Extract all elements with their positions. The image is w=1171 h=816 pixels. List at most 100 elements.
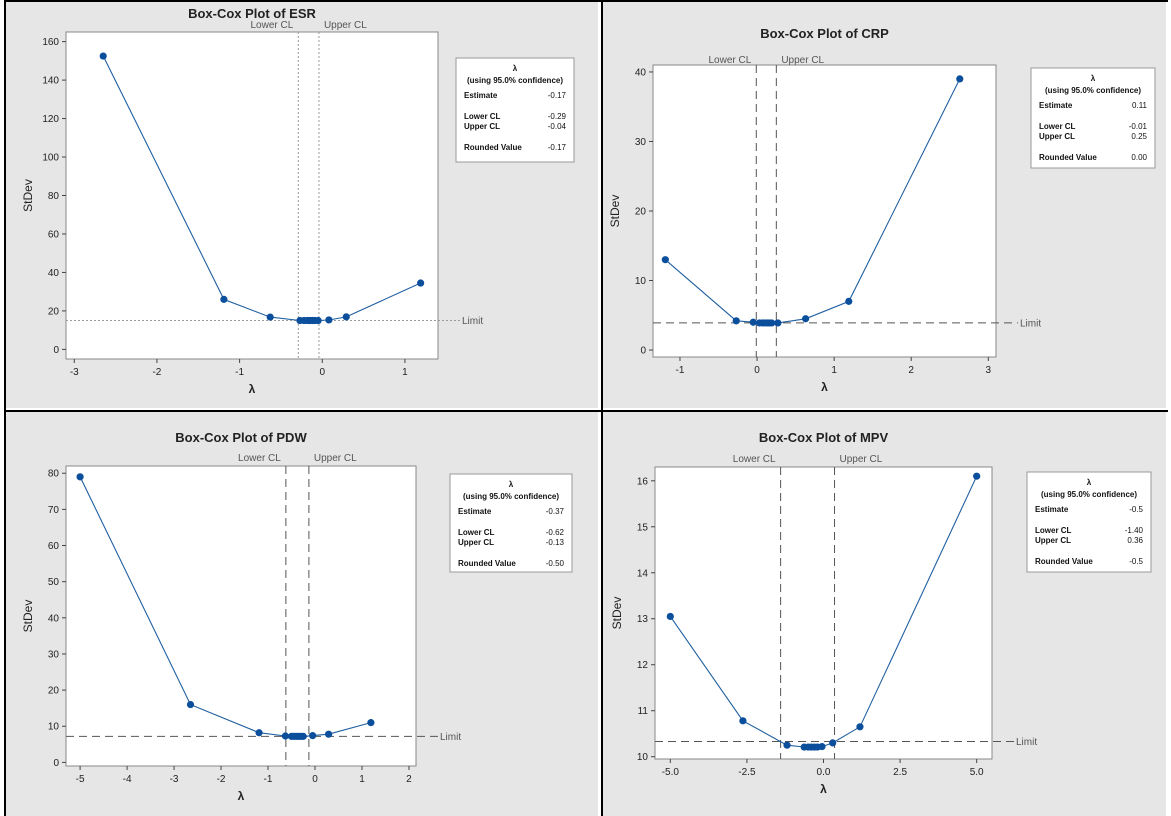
x-tick-label: 5.0 [970,767,984,778]
data-point [367,719,375,727]
data-point [299,732,307,740]
legend-lower-cl-label: Lower CL [464,112,501,121]
table-border-middle-vertical [601,0,603,816]
legend-confidence-label: (using 95.0% confidence) [1041,490,1137,499]
legend-estimate-value: -0.17 [548,91,567,100]
legend-lower-cl-label: Lower CL [458,528,495,537]
x-axis-label: λ [820,782,827,796]
upper-cl-label: Upper CL [781,55,824,66]
plot-area [654,466,993,760]
lower-cl-label: Lower CL [250,20,293,31]
y-tick-label: 16 [637,476,649,487]
x-tick-label: -3 [70,367,79,378]
legend-estimate-label: Estimate [464,91,498,100]
legend-upper-cl-value: -0.04 [548,122,567,131]
chart-svg: Box-Cox Plot of MPV 10 11 12 13 14 15 16 -5.0 -2.… [603,412,1166,816]
y-tick-label: 40 [48,613,60,624]
y-tick-label: 60 [48,229,60,240]
y-axis-label: StDev [21,600,35,633]
data-point [768,319,776,327]
legend-upper-cl-value: -0.13 [546,538,565,547]
legend-rounded-value-label: Rounded Value [458,559,516,568]
data-point [829,739,837,747]
data-point [220,295,228,303]
legend-upper-cl-label: Upper CL [464,122,500,131]
x-tick-label: -2 [152,367,161,378]
legend-estimate-label: Estimate [458,507,492,516]
x-axis-label: λ [238,789,245,803]
x-tick-label: 2 [406,774,412,785]
limit-label: Limit [1020,318,1041,329]
y-tick-label: 40 [48,268,60,279]
y-tick-label: 0 [53,758,59,769]
legend-confidence-label: (using 95.0% confidence) [467,76,563,85]
plot-area [652,64,997,358]
upper-cl-label: Upper CL [840,454,883,465]
table-border-middle-horizontal [4,410,1168,412]
y-tick-label: 140 [42,76,59,87]
legend-estimate-value: -0.37 [546,507,565,516]
legend-estimate-value: -0.5 [1129,505,1143,514]
y-tick-label: 100 [42,153,59,164]
legend-rounded-value-value: -0.50 [546,559,565,568]
x-tick-label: 2.5 [893,767,907,778]
y-tick-label: 60 [48,541,60,552]
data-point [342,313,350,321]
data-point [76,473,84,481]
legend-estimate-label: Estimate [1035,505,1069,514]
plot-area [65,31,439,360]
legend-rounded-value-value: -0.5 [1129,557,1143,566]
limit-label: Limit [462,316,483,327]
x-tick-label: -1 [235,367,244,378]
x-tick-label: -2.5 [738,767,756,778]
legend-lambda-symbol: λ [1087,478,1092,487]
chart-title: Box-Cox Plot of PDW [175,430,307,445]
chart-panel-mpv: Box-Cox Plot of MPV 10 11 12 13 14 15 16 -5.0 -2.… [603,412,1166,816]
y-tick-label: 120 [42,114,59,125]
lower-cl-label: Lower CL [733,454,776,465]
y-tick-label: 15 [637,522,649,533]
x-tick-label: 0.0 [817,767,831,778]
data-point [661,256,669,264]
x-tick-label: 1 [402,367,408,378]
legend-upper-cl-label: Upper CL [458,538,494,547]
legend-rounded-value-value: 0.00 [1131,153,1147,162]
x-axis-label: λ [821,380,828,394]
data-point [666,612,674,621]
y-tick-label: 40 [635,67,647,78]
data-point [314,316,322,325]
data-point [255,729,263,737]
chart-panel-pdw: Box-Cox Plot of PDW 0 10 20 30 40 50 60 70 80 -5 -4… [6,412,598,816]
y-tick-label: 12 [637,660,649,671]
legend-estimate-value: 0.11 [1132,101,1148,110]
legend-estimate-label: Estimate [1039,101,1073,110]
y-axis-label: StDev [610,597,624,630]
legend-upper-cl-label: Upper CL [1035,536,1071,545]
upper-cl-label: Upper CL [324,20,367,31]
data-point [732,317,740,325]
chart-panel-esr: Box-Cox Plot of ESR 0 20 40 60 80 100 120 140 160… [6,2,598,408]
limit-label: Limit [440,732,461,743]
y-tick-label: 0 [640,346,646,357]
data-point [266,313,274,321]
data-point [856,723,864,731]
table-border-left [4,0,6,816]
data-point [802,315,810,323]
data-point [417,279,425,287]
data-point [749,318,757,326]
legend-lower-cl-value: -0.01 [1129,122,1148,131]
legend-lambda-symbol: λ [1091,74,1096,83]
y-axis-label: StDev [608,195,622,228]
x-tick-label: 0 [754,365,760,376]
data-point [325,730,333,738]
data-point [281,732,289,740]
y-tick-label: 14 [637,568,649,579]
data-point [845,297,853,305]
chart-svg: Box-Cox Plot of CRP 0 10 20 30 40 -1 0 1 2 3 λ StDev… [603,2,1166,408]
y-tick-label: 80 [48,191,60,202]
data-point [309,732,317,740]
x-tick-label: 1 [831,365,837,376]
x-tick-label: -5.0 [662,767,680,778]
lambda-legend-box [449,473,573,573]
data-point [783,741,791,749]
